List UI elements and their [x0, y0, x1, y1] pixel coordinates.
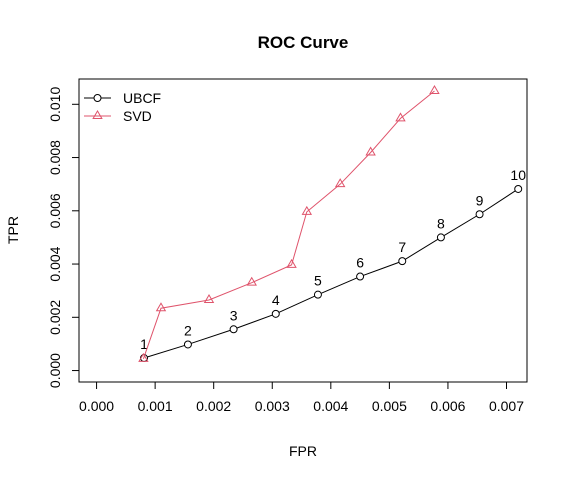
data-point-svd — [365, 146, 376, 156]
y-tick-label: 0.004 — [47, 246, 63, 281]
y-tick-label: 0.006 — [47, 193, 63, 228]
data-point-svd — [395, 112, 406, 122]
legend: UBCF SVD — [84, 90, 161, 124]
data-point-ubcf — [475, 210, 484, 219]
series-ubcf: 1 2 3 4 5 6 7 8 9 10 — [140, 167, 526, 363]
point-label-ubcf: 3 — [230, 307, 238, 323]
data-point-ubcf — [356, 272, 365, 281]
point-label-ubcf: 6 — [356, 255, 364, 271]
x-tick-label: 0.001 — [138, 398, 173, 414]
y-tick-label: 0.002 — [47, 300, 63, 335]
point-label-ubcf: 1 — [140, 336, 148, 352]
chart-title: ROC Curve — [258, 33, 349, 52]
data-point-ubcf — [183, 340, 192, 349]
series-line-svd — [142, 90, 435, 359]
point-label-ubcf: 4 — [272, 292, 280, 308]
point-label-ubcf: 9 — [476, 192, 484, 208]
legend-item-svd: SVD — [84, 108, 152, 124]
x-tick-label: 0.003 — [255, 398, 290, 414]
y-axis: 0.000 0.002 0.004 0.006 0.008 0.010 — [47, 87, 80, 388]
data-point-ubcf — [514, 184, 523, 193]
point-label-ubcf: 8 — [437, 215, 445, 231]
data-point-svd — [334, 178, 346, 188]
x-tick-label: 0.006 — [430, 398, 465, 414]
data-point-svd — [138, 352, 149, 362]
legend-label-svd: SVD — [123, 108, 152, 124]
legend-label-ubcf: UBCF — [123, 90, 161, 106]
x-tick-label: 0.005 — [372, 398, 407, 414]
x-tick-label: 0.000 — [79, 398, 114, 414]
legend-marker-ubcf — [93, 94, 102, 102]
data-point-ubcf — [313, 290, 322, 299]
series-line-ubcf — [143, 188, 519, 359]
point-label-ubcf: 5 — [314, 273, 322, 289]
x-axis: 0.000 0.001 0.002 0.003 0.004 0.005 0.006 0.007 — [79, 381, 524, 414]
data-point-svd — [246, 276, 257, 286]
series-svd — [138, 84, 440, 362]
legend-item-ubcf: UBCF — [84, 90, 161, 106]
y-axis-label: TPR — [5, 216, 21, 244]
data-point-svd — [301, 205, 313, 215]
x-axis-label: FPR — [289, 443, 317, 459]
y-tick-label: 0.010 — [47, 87, 63, 122]
x-tick-label: 0.004 — [313, 398, 348, 414]
y-tick-label: 0.000 — [47, 353, 63, 388]
data-point-svd — [429, 84, 440, 94]
point-label-ubcf: 7 — [398, 239, 406, 255]
data-point-ubcf — [436, 233, 445, 242]
data-point-svd — [286, 258, 297, 268]
legend-marker-svd — [92, 110, 103, 119]
point-label-ubcf: 2 — [184, 322, 192, 338]
data-point-svd — [203, 293, 215, 303]
data-point-ubcf — [271, 309, 280, 318]
y-tick-label: 0.008 — [47, 140, 63, 175]
point-label-ubcf: 10 — [510, 167, 526, 183]
data-point-ubcf — [229, 325, 238, 334]
data-point-ubcf — [398, 257, 407, 266]
x-tick-label: 0.002 — [196, 398, 231, 414]
data-point-svd — [155, 302, 167, 312]
series-layer: 1 2 3 4 5 6 7 8 9 10 — [138, 84, 526, 363]
x-tick-label: 0.007 — [489, 398, 524, 414]
